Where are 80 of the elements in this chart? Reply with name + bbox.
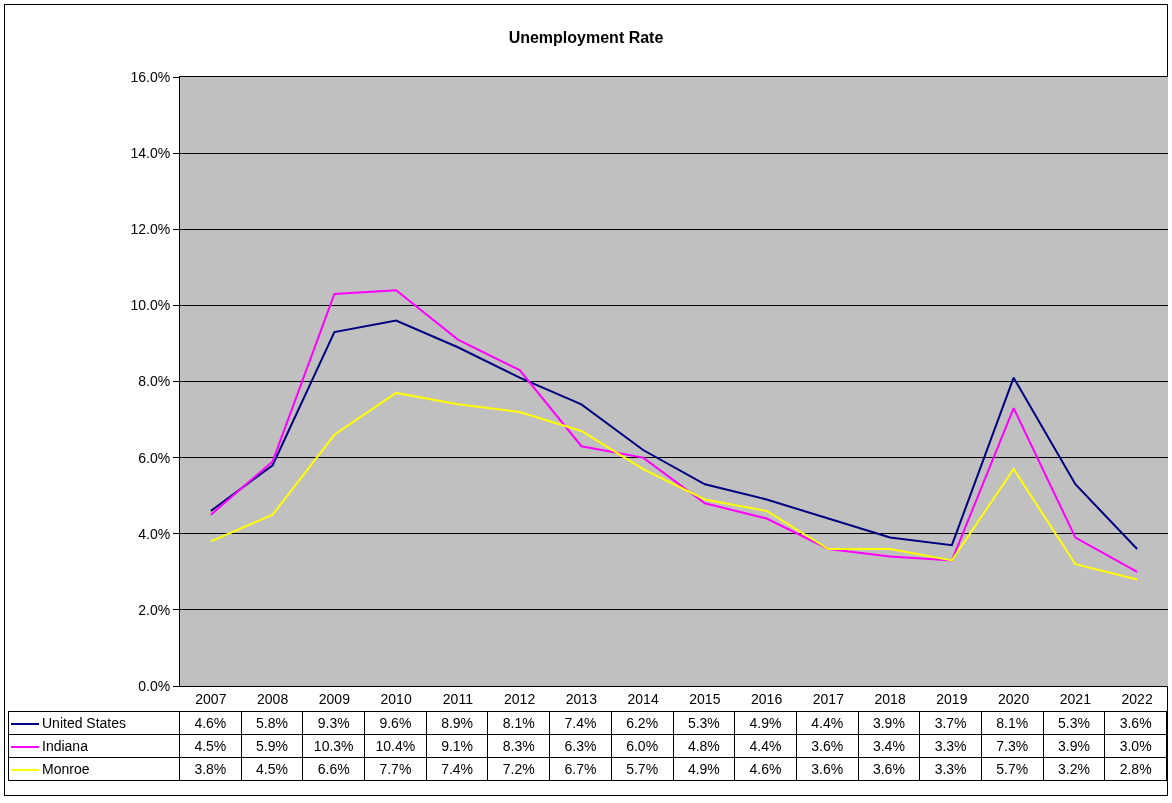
- y-tick-label: 16.0%: [130, 68, 171, 85]
- y-tick-label: 12.0%: [130, 221, 171, 238]
- x-tick-label: 2010: [380, 690, 412, 707]
- data-label: 6.7%: [549, 757, 612, 781]
- data-label: 7.2%: [487, 757, 550, 781]
- x-tick-label: 2009: [318, 690, 351, 707]
- x-tick-label: 2019: [936, 690, 968, 707]
- data-label: 4.5%: [179, 734, 242, 758]
- data-label: 3.6%: [796, 757, 859, 781]
- data-label: 3.6%: [796, 734, 859, 758]
- data-label: 3.4%: [858, 734, 920, 758]
- data-label: 3.3%: [919, 734, 982, 758]
- data-label: 9.3%: [302, 711, 365, 735]
- line-series: [209, 289, 1139, 573]
- data-label: 3.0%: [1104, 734, 1167, 758]
- y-tick-label: 6.0%: [138, 449, 171, 466]
- y-tick-label: 14.0%: [130, 145, 171, 162]
- data-label: 4.5%: [241, 757, 303, 781]
- data-label: 7.4%: [426, 757, 488, 781]
- x-tick-label: 2013: [565, 690, 598, 707]
- data-label: 5.7%: [981, 757, 1044, 781]
- data-label: 5.3%: [673, 711, 735, 735]
- data-label: 10.4%: [364, 734, 427, 758]
- x-tick-label: 2007: [195, 690, 227, 707]
- data-label: 6.6%: [302, 757, 365, 781]
- data-label: 5.8%: [241, 711, 303, 735]
- legend-label: Indiana: [42, 738, 88, 754]
- data-label: 3.3%: [919, 757, 982, 781]
- x-tick-label: 2020: [998, 690, 1030, 707]
- data-label: 4.9%: [734, 711, 797, 735]
- x-tick-label: 2011: [442, 690, 474, 707]
- data-label: 9.6%: [364, 711, 427, 735]
- data-label: 3.9%: [1043, 734, 1105, 758]
- y-tick-label: 8.0%: [138, 373, 171, 390]
- x-tick-label: 2015: [689, 690, 721, 707]
- data-label: 7.4%: [549, 711, 612, 735]
- x-tick-label: 2021: [1059, 690, 1092, 707]
- x-tick-label: 2008: [257, 690, 289, 707]
- y-tick-label: 2.0%: [138, 601, 171, 618]
- chart-title: Unemployment Rate: [508, 29, 664, 47]
- data-label: 6.3%: [549, 734, 612, 758]
- data-label: 4.4%: [734, 734, 797, 758]
- data-label: 3.8%: [179, 757, 242, 781]
- line-series: [209, 319, 1139, 550]
- data-label: 6.0%: [611, 734, 673, 758]
- legend-label: United States: [42, 715, 127, 731]
- data-label: 3.9%: [858, 711, 920, 735]
- data-label: 4.6%: [734, 757, 797, 781]
- x-tick-label: 2022: [1121, 690, 1153, 707]
- data-label: 7.3%: [981, 734, 1044, 758]
- data-label: 8.9%: [426, 711, 488, 735]
- data-label: 5.9%: [241, 734, 303, 758]
- x-tick-label: 2012: [504, 690, 536, 707]
- x-tick-label: 2014: [627, 690, 659, 707]
- data-label: 8.1%: [981, 711, 1044, 735]
- line-series: [209, 391, 1139, 581]
- data-label: 10.3%: [302, 734, 365, 758]
- data-label: 3.6%: [858, 757, 920, 781]
- data-label: 4.4%: [796, 711, 859, 735]
- x-tick-label: 2016: [751, 690, 783, 707]
- x-tick-label: 2018: [874, 690, 906, 707]
- data-label: 4.9%: [673, 757, 735, 781]
- data-label: 7.7%: [364, 757, 427, 781]
- x-tick-label: 2017: [812, 690, 845, 707]
- data-label: 3.2%: [1043, 757, 1105, 781]
- legend-label: Monroe: [42, 761, 90, 777]
- data-label: 4.8%: [673, 734, 735, 758]
- data-label: 5.7%: [611, 757, 673, 781]
- data-label: 5.3%: [1043, 711, 1105, 735]
- data-label: 3.7%: [919, 711, 982, 735]
- y-tick-label: 4.0%: [138, 525, 171, 542]
- data-label: 8.1%: [487, 711, 550, 735]
- data-label: 8.3%: [487, 734, 550, 758]
- data-label: 3.6%: [1104, 711, 1167, 735]
- y-tick-label: 10.0%: [130, 297, 171, 314]
- data-label: 9.1%: [426, 734, 488, 758]
- data-label: 4.6%: [179, 711, 242, 735]
- data-label: 2.8%: [1104, 757, 1167, 781]
- y-tick-label: 0.0%: [138, 677, 171, 694]
- data-label: 6.2%: [611, 711, 673, 735]
